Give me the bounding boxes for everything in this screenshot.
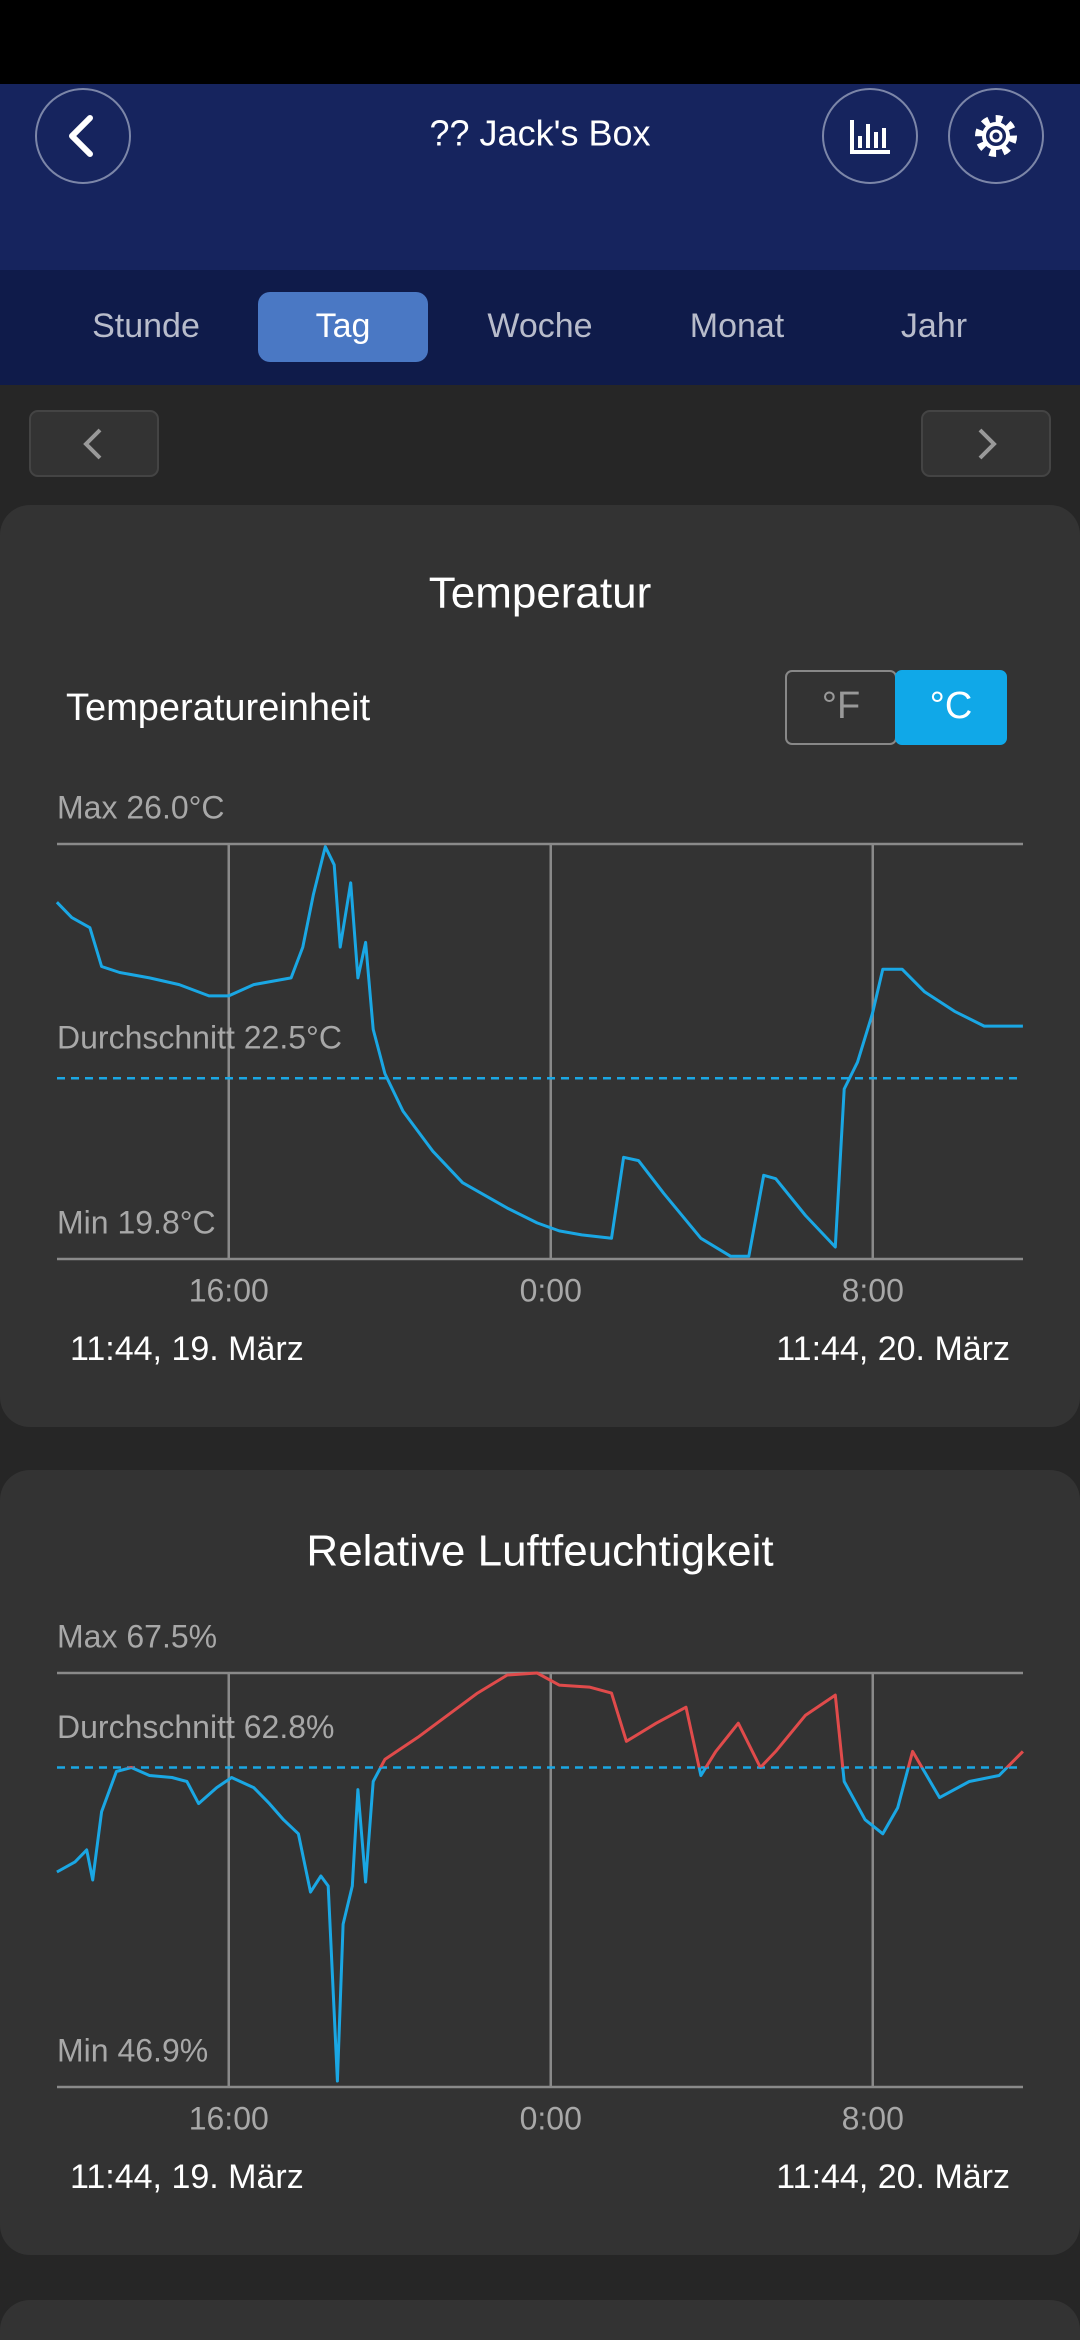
card (0, 1470, 1080, 2255)
x-tick-label: 8:00 (842, 1272, 904, 1308)
x-tick-label: 16:00 (189, 2100, 269, 2136)
tab-bar (0, 270, 1080, 385)
tab[interactable]: Woche (487, 307, 592, 345)
tab[interactable]: Stunde (92, 307, 200, 345)
card (0, 2300, 1080, 2340)
header-title: ?? Jack's Box (430, 113, 651, 154)
range-start: 11:44, 19. März (70, 2158, 304, 2196)
x-tick-label: 16:00 (189, 1272, 269, 1308)
y-tick-label: Max 26.0°C (57, 789, 225, 825)
range-end: 11:44, 20. März (776, 1330, 1010, 1368)
y-tick-label: Min 46.9% (57, 2032, 208, 2068)
unit-option-label: °C (930, 685, 973, 727)
x-tick-label: 0:00 (520, 2100, 582, 2136)
line (55, 845, 1023, 1258)
next-icon (978, 428, 997, 460)
header (0, 84, 1080, 270)
tab[interactable]: Jahr (901, 307, 967, 345)
back-button[interactable] (35, 88, 131, 184)
average-label: Durchschnitt 22.5°C (57, 1020, 342, 1056)
x-tick-label: 8:00 (842, 2100, 904, 2136)
prev-icon (83, 428, 102, 460)
y-tick-label: Min 19.8°C (57, 1204, 216, 1240)
chart-icon (850, 120, 890, 154)
unit-option[interactable] (895, 670, 1007, 745)
prev-button[interactable] (29, 410, 159, 477)
status-bar (0, 0, 1080, 84)
gear-teeth (975, 115, 1017, 157)
unit-label: Temperatureinheit (66, 687, 371, 729)
unit-option-label: °F (822, 685, 860, 727)
settings-button[interactable] (948, 88, 1044, 184)
gear-hub (989, 129, 1003, 143)
gear-icon (982, 122, 1010, 150)
tab-highlight (258, 292, 428, 362)
chart-button[interactable] (822, 88, 918, 184)
line-above-average (125, 1671, 1024, 1768)
average-label: Durchschnitt 62.8% (57, 1709, 334, 1745)
unit-toggle: °F °C (785, 670, 1007, 745)
chart-title: Relative Luftfeuchtigkeit (306, 1527, 773, 1576)
tab[interactable]: Monat (690, 307, 785, 345)
next-button[interactable] (921, 410, 1051, 477)
range-end: 11:44, 20. März (776, 2158, 1010, 2196)
back-icon (69, 115, 93, 157)
y-tick-label: Max 67.5% (57, 1618, 217, 1654)
line (56, 1767, 1010, 2083)
tab[interactable]: Tag (316, 307, 371, 345)
range-start: 11:44, 19. März (70, 1330, 304, 1368)
x-tick-label: 0:00 (520, 1272, 582, 1308)
chart-title: Temperatur (429, 569, 652, 618)
tabs: Stunde Tag Woche Monat Jahr (92, 292, 967, 362)
